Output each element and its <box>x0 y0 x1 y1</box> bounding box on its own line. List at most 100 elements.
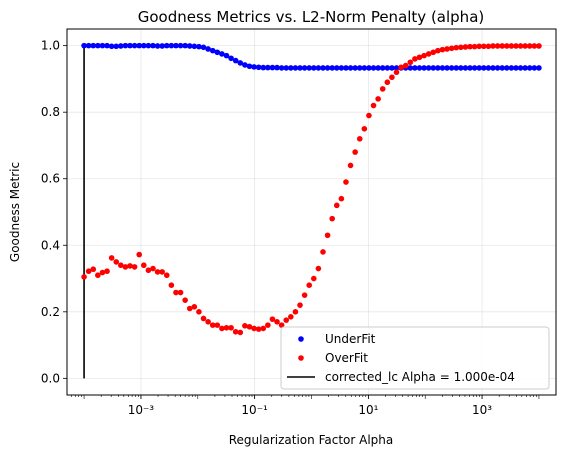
overfit-point <box>384 79 391 86</box>
overfit-point <box>209 322 216 328</box>
x-tick-label: 10⁻¹ <box>241 403 268 417</box>
overfit-point <box>435 47 441 54</box>
overfit-point <box>311 275 317 282</box>
underfit-point <box>265 64 271 71</box>
overfit-point <box>430 49 437 56</box>
y-axis-label: Goodness Metric <box>8 162 22 262</box>
overfit-point <box>265 322 271 328</box>
overfit-point <box>177 289 184 296</box>
overfit-point <box>494 43 501 49</box>
legend: UnderFit OverFit corrected_lc Alpha = 1.… <box>280 326 550 390</box>
underfit-point <box>320 65 326 71</box>
overfit-point <box>81 274 87 280</box>
underfit-point <box>283 65 290 71</box>
underfit-point <box>223 52 230 59</box>
overfit-point <box>136 251 143 258</box>
underfit-point <box>145 42 152 49</box>
overfit-point <box>219 325 225 332</box>
underfit-point <box>366 65 372 71</box>
overfit-point <box>462 44 469 50</box>
underfit-point <box>113 43 120 50</box>
underfit-point <box>140 42 147 49</box>
legend-underfit-marker <box>298 336 304 342</box>
overfit-point <box>444 46 450 52</box>
underfit-point <box>430 65 437 71</box>
legend-overfit-marker <box>298 355 304 361</box>
y-tick-label: 0.6 <box>41 172 60 186</box>
x-tick-label: 10¹ <box>358 403 378 417</box>
legend-vline-label: corrected_lc Alpha = 1.000e-04 <box>325 370 515 384</box>
underfit-point <box>214 49 221 56</box>
underfit-point <box>536 65 542 71</box>
y-axis-ticks: 0.0 0.2 0.4 0.6 0.8 1.0 <box>41 39 67 385</box>
y-tick-label: 0.4 <box>41 238 60 252</box>
underfit-point <box>90 42 97 49</box>
underfit-point <box>324 65 331 71</box>
overfit-point <box>375 96 381 102</box>
underfit-point <box>200 44 207 51</box>
overfit-point <box>283 317 290 323</box>
underfit-point <box>531 65 538 71</box>
overfit-point <box>412 56 418 62</box>
underfit-point <box>297 65 303 71</box>
overfit-point <box>99 269 106 276</box>
underfit-point <box>274 64 280 71</box>
x-tick-label: 10⁻³ <box>128 403 155 417</box>
overfit-point <box>118 262 124 269</box>
underfit-point <box>269 64 276 71</box>
underfit-point <box>173 42 179 49</box>
overfit-point <box>205 319 211 325</box>
y-tick-label: 1.0 <box>41 39 60 53</box>
overfit-point <box>402 62 409 69</box>
underfit-point <box>131 42 138 49</box>
overfit-point <box>173 289 179 296</box>
overfit-point <box>481 43 487 50</box>
overfit-point <box>260 325 267 332</box>
overfit-point <box>343 179 349 185</box>
overfit-point <box>214 322 221 328</box>
overfit-point <box>333 202 340 209</box>
x-axis-label: Regularization Factor Alpha <box>229 433 393 447</box>
overfit-point <box>113 259 120 265</box>
overfit-point <box>407 59 414 66</box>
underfit-point <box>375 65 381 71</box>
underfit-point <box>352 65 358 71</box>
underfit-point <box>288 65 294 71</box>
overfit-point <box>274 319 280 325</box>
underfit-point <box>476 65 483 71</box>
underfit-point <box>467 65 473 71</box>
overfit-point <box>499 43 505 49</box>
overfit-point <box>278 322 285 328</box>
underfit-point <box>150 42 156 49</box>
underfit-point <box>168 42 175 49</box>
underfit-point <box>118 43 124 49</box>
underfit-point <box>159 43 165 49</box>
overfit-point <box>522 43 528 49</box>
overfit-point <box>306 282 313 289</box>
overfit-point <box>131 264 138 270</box>
overfit-point <box>503 43 510 49</box>
legend-overfit-label: OverFit <box>325 351 368 365</box>
overfit-point <box>476 43 483 50</box>
underfit-point <box>186 43 193 49</box>
underfit-point <box>439 65 446 71</box>
overfit-point <box>531 43 538 49</box>
overfit-point <box>453 44 460 51</box>
underfit-point <box>292 65 299 71</box>
overfit-point <box>108 255 115 261</box>
overfit-point <box>95 272 101 279</box>
legend-underfit-label: UnderFit <box>325 332 376 346</box>
underfit-point <box>361 65 368 71</box>
underfit-point <box>209 47 216 54</box>
underfit-point <box>393 65 400 71</box>
underfit-point <box>453 65 460 71</box>
underfit-point <box>191 43 198 50</box>
underfit-point <box>458 65 464 71</box>
underfit-point <box>517 65 524 71</box>
overfit-point <box>297 302 303 308</box>
underfit-point <box>379 65 386 71</box>
underfit-point <box>485 65 492 71</box>
underfit-point <box>329 65 335 71</box>
overfit-point <box>191 304 198 310</box>
